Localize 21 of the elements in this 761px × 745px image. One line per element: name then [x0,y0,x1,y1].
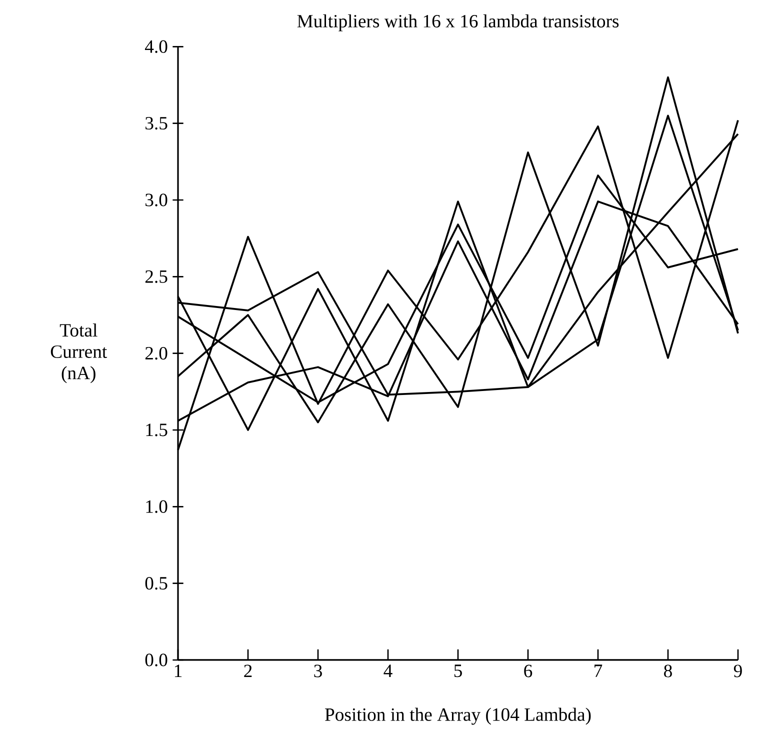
y-tick-label: 3.5 [146,117,168,130]
y-tick-label: 0.0 [145,654,168,666]
y-tick-label: 2.5 [145,270,168,283]
x-tick-label: 8 [664,664,672,678]
x-tick-label: 6 [524,664,532,678]
y-tick-label: 0.5 [145,576,168,590]
y-tick-label: 3.0 [146,194,168,206]
y-tick-label: 2.0 [145,346,168,360]
x-tick-label: 2 [244,664,252,678]
chart-title: Multipliers with 16 x 16 lambda transistors [297,14,619,32]
x-tick-label: 9 [734,664,742,678]
x-tick-label: 7 [594,664,602,677]
y-tick-label: 1.0 [146,500,168,513]
y-tick-label: 4.0 [144,40,168,54]
x-axis-title: Position in the Array (104 Lambda) [325,708,591,725]
y-axis-title: Total Current (nA) [50,324,108,384]
y-tick-label: 1.5 [146,424,168,436]
x-tick-label: 5 [454,664,462,678]
x-tick-label: 3 [314,664,322,678]
x-tick-label: 4 [384,664,392,677]
x-tick-label: 1 [174,664,182,678]
